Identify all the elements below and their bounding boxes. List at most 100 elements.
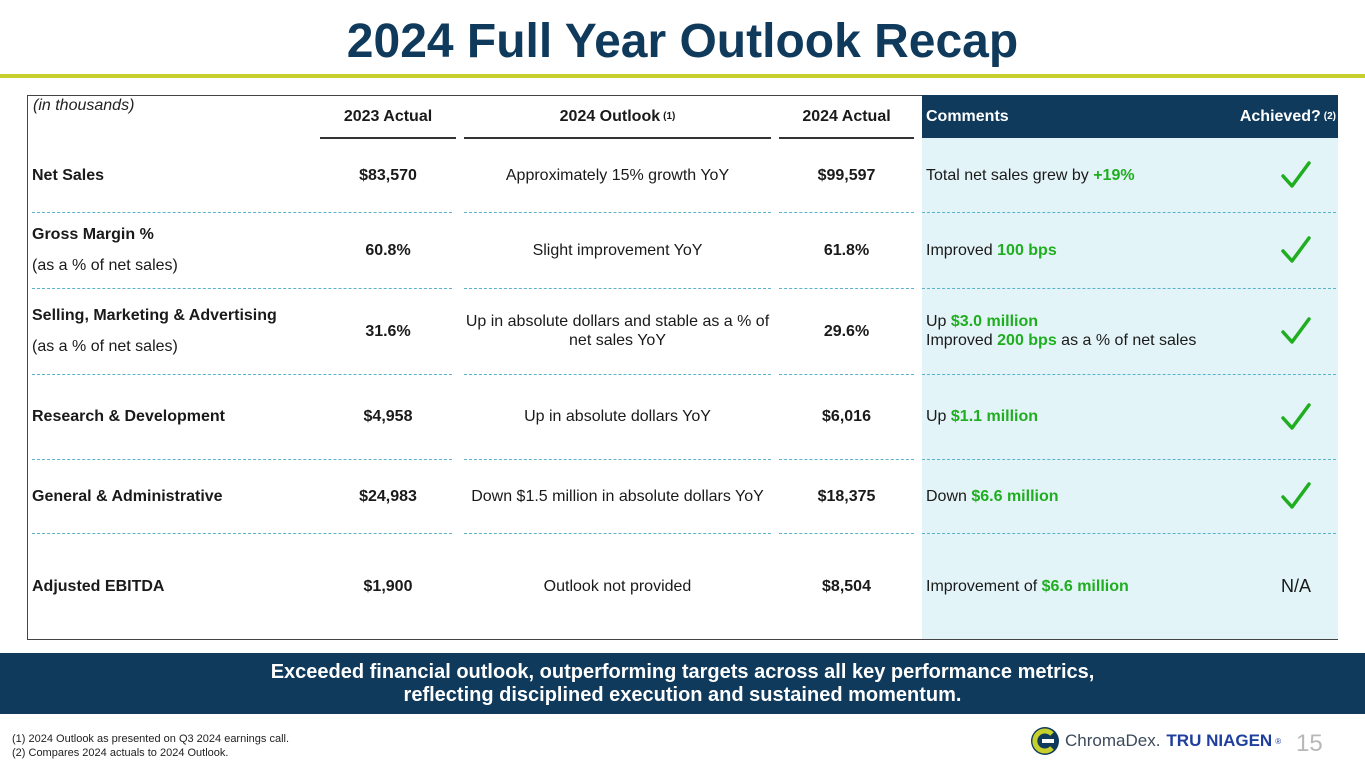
value-2024-actual: 61.8% (823, 241, 870, 259)
value-2023-actual: $83,570 (359, 166, 417, 184)
page-title: 2024 Full Year Outlook Recap (346, 15, 1019, 68)
header-2024-outlook-label: 2024 Outlook (559, 107, 661, 125)
row-label-cell: Adjusted EBITDA (32, 533, 312, 639)
value-2024-outlook: Up in absolute dollars YoY (524, 408, 711, 425)
comment-line-1: Up $1.1 million (926, 407, 1038, 426)
row-divider (922, 533, 1336, 534)
registered-mark: ® (1275, 736, 1282, 746)
comment-cell: Total net sales grew by +19% (926, 138, 1256, 212)
comment-cell: Improvement of $6.6 million (926, 533, 1256, 639)
header-achieved: Achieved? (2) (1208, 95, 1336, 138)
chromadex-logo-icon (1031, 727, 1059, 755)
header-underline-2023 (320, 137, 456, 139)
row-divider (464, 374, 771, 375)
comment-highlight: $6.6 million (971, 487, 1059, 505)
header-achieved-label: Achieved? (1239, 107, 1321, 125)
checkmark-icon (1281, 317, 1311, 344)
row-label-cell: Gross Margin % (as a % of net sales) (32, 212, 312, 288)
header-2023-actual: 2023 Actual (343, 107, 433, 125)
row-sublabel: (as a % of net sales) (32, 257, 178, 274)
comment-text: Total net sales grew by (926, 166, 1094, 184)
table-top-border (28, 95, 922, 96)
value-2024-outlook: Up in absolute dollars and stable as a %… (465, 313, 770, 349)
comment-highlight: +19% (1093, 166, 1135, 184)
company-logo: ChromaDex. TRU NIAGEN ® (1030, 726, 1281, 756)
row-divider (32, 459, 452, 460)
banner-line-2: reflecting disciplined execution and sus… (403, 684, 962, 706)
row-divider (32, 288, 452, 289)
value-2023-actual: $1,900 (363, 577, 413, 595)
comment-cell: Up $1.1 million (926, 374, 1256, 459)
row-divider (922, 374, 1336, 375)
achieved-text: N/A (1280, 575, 1311, 596)
comment-line-1: Down $6.6 million (926, 487, 1059, 506)
row-divider (32, 212, 452, 213)
achieved-cell (1256, 212, 1336, 288)
comment-cell: Improved 100 bps (926, 212, 1256, 288)
value-2023-actual: $4,958 (363, 408, 413, 425)
summary-banner: Exceeded financial outlook, outperformin… (0, 653, 1365, 714)
value-2024-outlook: Down $1.5 million in absolute dollars Yo… (471, 487, 764, 505)
row-divider (779, 533, 914, 534)
row-label: Net Sales (32, 166, 105, 184)
achieved-cell: N/A (1256, 533, 1336, 639)
row-label: Selling, Marketing & Advertising (32, 307, 277, 324)
value-2023-actual: 60.8% (365, 241, 411, 259)
row-label: Research & Development (32, 408, 225, 425)
comments-header-background (922, 95, 1338, 138)
value-2024-actual: $18,375 (817, 487, 876, 505)
brand-tru-niagen: TRU NIAGEN (1166, 731, 1273, 750)
comment-cell: Down $6.6 million (926, 459, 1256, 533)
comments-column-background (922, 95, 1338, 639)
comment-text: Improved (926, 332, 998, 349)
row-divider (922, 212, 1336, 213)
achieved-cell (1256, 374, 1336, 459)
row-divider (32, 374, 452, 375)
row-divider (464, 533, 771, 534)
row-divider (779, 212, 914, 213)
header-2024-outlook: 2024 Outlook (1) (464, 95, 771, 138)
value-2024-actual: $8,504 (822, 577, 871, 595)
comment-highlight: 200 bps (997, 332, 1057, 349)
checkmark-icon (1281, 236, 1311, 263)
comment-highlight: 100 bps (997, 241, 1057, 259)
comment-highlight: $1.1 million (950, 408, 1039, 425)
comment-line-1: Improvement of $6.6 million (926, 577, 1129, 596)
achieved-cell (1256, 459, 1336, 533)
footnote-ref-1: (1) (663, 111, 676, 122)
achieved-cell (1256, 138, 1336, 212)
row-label-cell: Net Sales (32, 138, 312, 212)
comment-text: Up (926, 408, 951, 425)
header-comments: Comments (926, 107, 1009, 125)
outlook-table: (in thousands) 2023 Actual 2024 Outlook(… (27, 95, 1338, 640)
row-label-cell: Selling, Marketing & Advertising (as a % … (32, 288, 312, 374)
comment-text: as a % of net sales (1056, 332, 1197, 349)
footnote-ref-2: (2) (1323, 111, 1336, 122)
header-underline-outlook (464, 137, 771, 139)
comment-text: Improved (926, 241, 998, 259)
row-label-cell: Research & Development (32, 374, 312, 459)
checkmark-icon (1281, 161, 1311, 188)
row-label: Adjusted EBITDA (32, 577, 165, 595)
title-underline (0, 74, 1365, 78)
comment-highlight: $3.0 million (950, 313, 1039, 330)
comment-text: Up (926, 313, 951, 330)
comment-line-1: Up $3.0 million (926, 312, 1038, 331)
row-divider (32, 533, 452, 534)
achieved-cell (1256, 288, 1336, 374)
checkmark-icon (1281, 402, 1311, 430)
page-number: 15 (1296, 730, 1323, 757)
row-label: General & Administrative (32, 487, 223, 505)
comment-highlight: $6.6 million (1041, 577, 1129, 595)
row-sublabel: (as a % of net sales) (32, 338, 178, 355)
value-2023-actual: 31.6% (365, 322, 411, 340)
row-label-cell: General & Administrative (32, 459, 312, 533)
comment-text: Improvement of (926, 577, 1042, 595)
checkmark-icon (1281, 482, 1311, 509)
value-2024-outlook: Approximately 15% growth YoY (505, 166, 730, 184)
value-2024-actual: $6,016 (822, 408, 871, 425)
header-2024-actual: 2024 Actual (802, 107, 891, 125)
row-divider (922, 459, 1336, 460)
value-2023-actual: $24,983 (359, 487, 417, 505)
comment-line-1: Improved 100 bps (926, 241, 1057, 260)
